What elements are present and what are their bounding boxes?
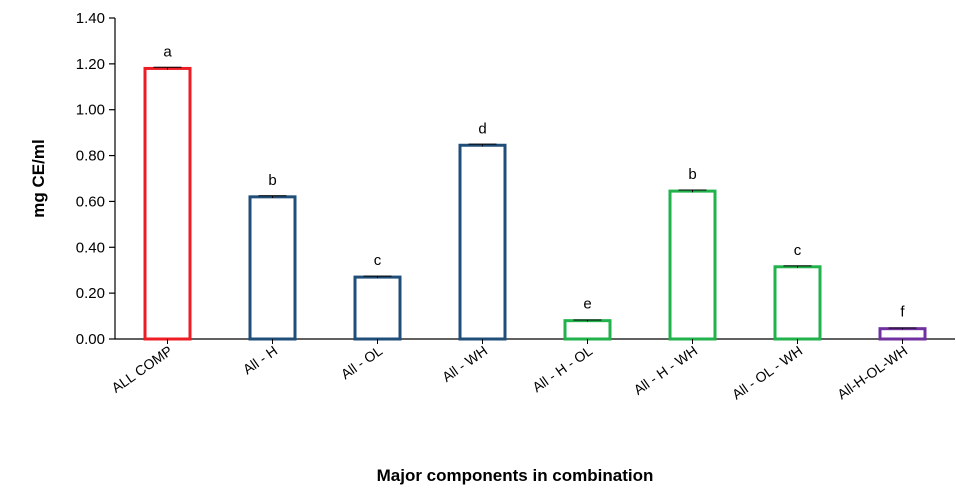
significance-letter: d: [478, 120, 486, 137]
category-label: All-H-OL-WH: [834, 342, 910, 402]
y-tick-label: 0.80: [76, 148, 105, 165]
bar: [143, 66, 192, 341]
significance-letter: e: [583, 296, 591, 313]
category-label: All - WH: [439, 342, 490, 385]
category-labels: ALL COMP All - H All - OL All - WH All - H -…: [108, 339, 910, 402]
bar: [353, 275, 402, 341]
significance-letter: c: [794, 242, 802, 259]
y-tick-label: 0.00: [76, 331, 105, 348]
y-tick-label: 1.00: [76, 102, 105, 119]
category-label: All - H: [240, 342, 280, 377]
bar: [563, 319, 612, 341]
y-tick-label: 1.20: [76, 56, 105, 73]
bar: [248, 195, 297, 341]
significance-letter: b: [268, 172, 276, 189]
y-tick-label: 0.40: [76, 239, 105, 256]
category-label: All - H - OL: [529, 342, 595, 395]
bar: [668, 189, 717, 341]
significance-letter: a: [163, 43, 172, 60]
bar: [458, 143, 507, 341]
y-tick-label: 0.20: [76, 285, 105, 302]
category-label: ALL COMP: [108, 342, 175, 395]
significance-letter: b: [688, 166, 696, 183]
y-ticks: 0.00 0.20 0.40 0.60 0.80 1.00 1.20 1.40: [76, 10, 115, 348]
bar: [773, 265, 822, 341]
bars: a b c d e b c f: [143, 43, 927, 341]
axes: [114, 18, 955, 340]
significance-letter: c: [374, 252, 382, 269]
category-label: All - OL: [338, 342, 386, 382]
y-tick-label: 1.40: [76, 10, 105, 27]
x-axis-title: Major components in combination: [377, 466, 654, 485]
bar: [878, 327, 927, 341]
y-axis-title: mg CE/ml: [29, 139, 48, 217]
y-tick-label: 0.60: [76, 193, 105, 210]
category-label: All - H - WH: [631, 342, 701, 397]
significance-letter: f: [900, 304, 905, 321]
category-label: All - OL - WH: [729, 342, 805, 402]
